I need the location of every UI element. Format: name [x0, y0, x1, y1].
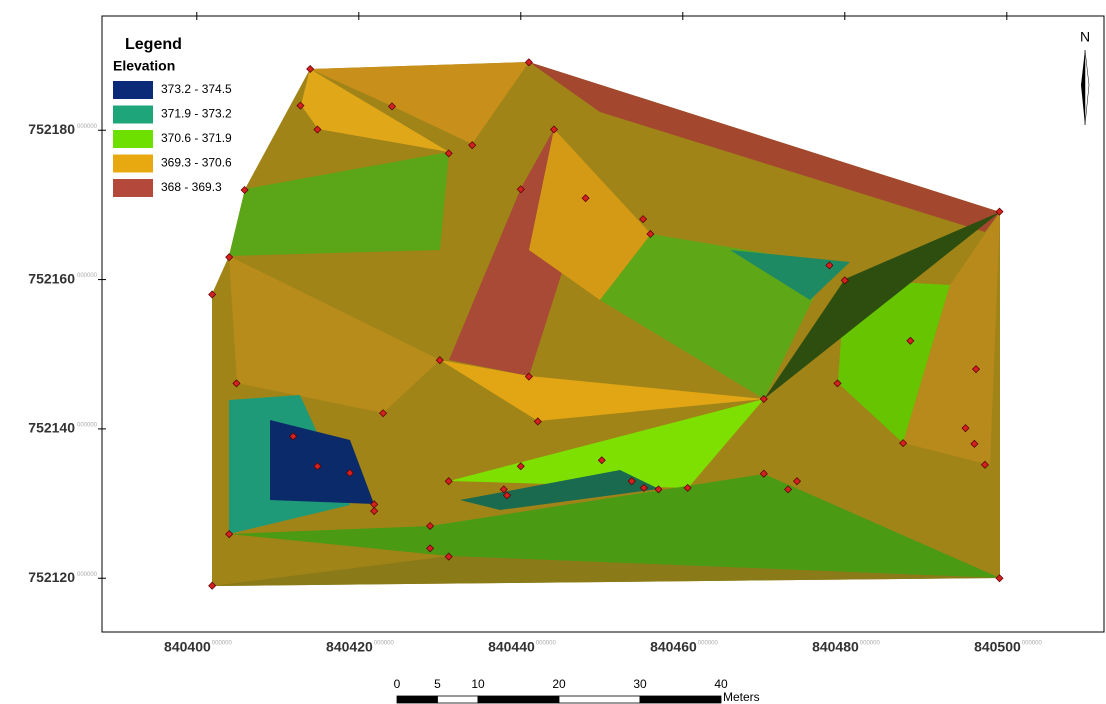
x-tick-suffix: 000000: [374, 641, 395, 647]
legend-label: 368 - 369.3: [161, 180, 222, 194]
x-tick-suffix: 000000: [536, 641, 557, 647]
y-tick-suffix: 000000: [77, 572, 98, 578]
legend-swatch: [113, 106, 153, 124]
legend-swatch: [113, 81, 153, 99]
scale-label: 10: [471, 677, 485, 691]
x-tick-suffix: 000000: [860, 641, 881, 647]
scale-label: 5: [434, 677, 441, 691]
scale-segment: [438, 696, 479, 703]
y-tick-label: 752160: [28, 270, 75, 286]
scale-segment: [559, 696, 640, 703]
x-tick-label: 840480: [812, 639, 859, 655]
legend-label: 371.9 - 373.2: [161, 107, 232, 121]
legend-label: 370.6 - 371.9: [161, 131, 232, 145]
legend-swatch: [113, 179, 153, 197]
legend-swatch: [113, 130, 153, 148]
arrow: [1085, 50, 1089, 125]
legend-label: 373.2 - 374.5: [161, 82, 232, 96]
legend-swatch: [113, 155, 153, 173]
x-tick-suffix: 000000: [212, 641, 233, 647]
scale-label: 30: [633, 677, 647, 691]
y-tick-label: 752180: [28, 121, 75, 137]
y-tick-label: 752140: [28, 420, 75, 436]
scale-label: 20: [552, 677, 566, 691]
scale-unit: Meters: [723, 690, 760, 704]
scale-label: 0: [394, 677, 401, 691]
tin-surface: [212, 62, 1000, 586]
x-tick-label: 840420: [326, 639, 373, 655]
scale-segment: [478, 696, 559, 703]
x-tick-label: 840400: [164, 639, 211, 655]
north-label: N: [1080, 29, 1090, 45]
y-tick-suffix: 000000: [77, 273, 98, 279]
north-arrow: N: [1080, 29, 1090, 125]
map-view: Legend Elevation 373.2 - 374.5 371.9 - 37…: [0, 0, 1106, 704]
x-tick-suffix: 000000: [698, 641, 719, 647]
legend-subtitle: Elevation: [113, 58, 175, 74]
scale-label: 40: [714, 677, 728, 691]
y-tick-suffix: 000000: [77, 124, 98, 130]
scale-segment: [640, 696, 721, 703]
x-tick-suffix: 000000: [1022, 641, 1043, 647]
legend-title: Legend: [125, 36, 182, 53]
y-tick-suffix: 000000: [77, 422, 98, 428]
x-tick-label: 840440: [488, 639, 535, 655]
y-tick-label: 752120: [28, 569, 75, 585]
legend-label: 369.3 - 370.6: [161, 156, 232, 170]
x-tick-label: 840460: [650, 639, 697, 655]
scale-segment: [397, 696, 438, 703]
x-tick-label: 840500: [974, 639, 1021, 655]
legend: Legend Elevation 373.2 - 374.5 371.9 - 37…: [113, 36, 232, 197]
